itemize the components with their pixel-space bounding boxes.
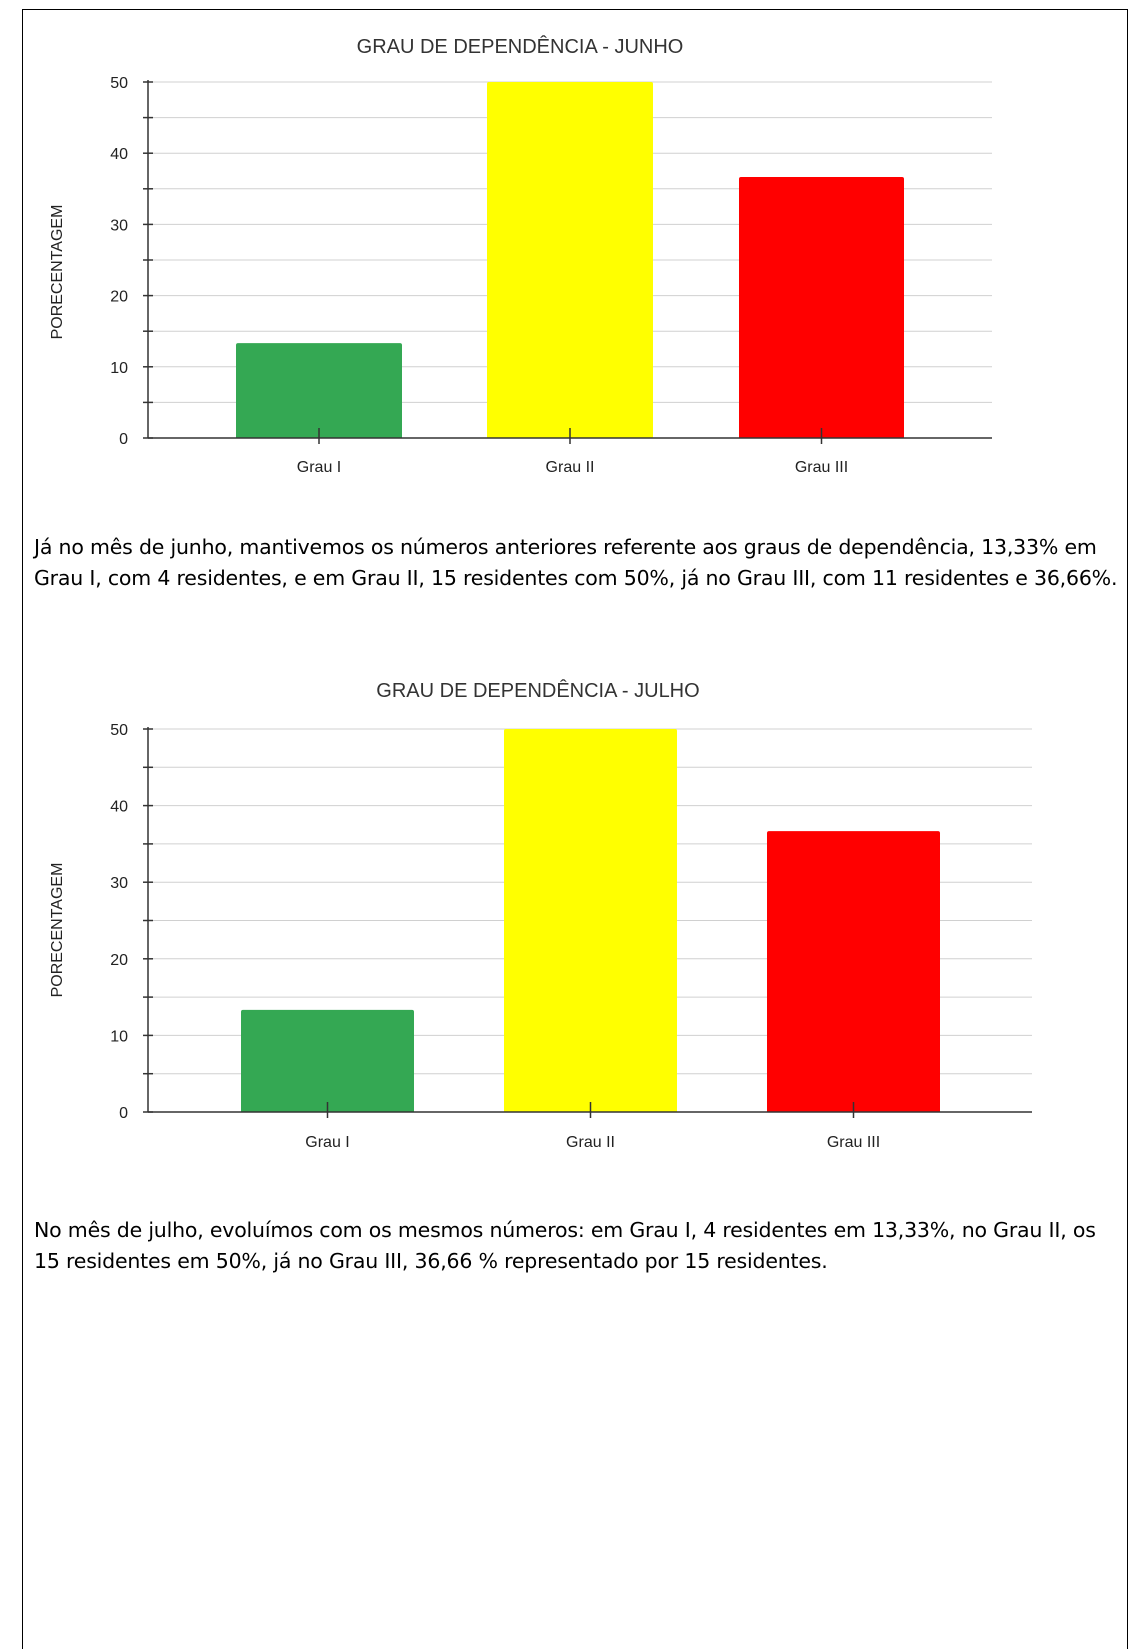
- y-tick-label: 0: [119, 431, 128, 448]
- y-axis-label: PORECENTAGEM: [49, 863, 66, 998]
- y-tick-label: 50: [110, 722, 128, 739]
- x-tick-label: Grau II: [546, 459, 595, 476]
- bar-grau-iii: [739, 176, 904, 438]
- bar-grau-ii: [487, 82, 653, 438]
- y-tick-label: 30: [110, 217, 128, 234]
- paragraph-junho: Já no mês de junho, mantivemos os número…: [34, 535, 1118, 590]
- x-tick-label: Grau III: [827, 1134, 880, 1151]
- y-tick-label: 40: [110, 146, 128, 163]
- y-axis-label: PORECENTAGEM: [49, 205, 66, 340]
- x-tick-label: Grau I: [305, 1134, 349, 1151]
- y-tick-label: 10: [110, 360, 128, 377]
- y-tick-label: 30: [110, 875, 128, 892]
- y-tick-label: 0: [119, 1105, 128, 1122]
- bar-grau-iii: [767, 831, 940, 1112]
- y-tick-label: 10: [110, 1028, 128, 1045]
- y-tick-label: 40: [110, 799, 128, 816]
- bar-grau-ii: [504, 729, 677, 1112]
- x-tick-label: Grau II: [566, 1134, 615, 1151]
- chart-title: GRAU DE DEPENDÊNCIA - JUNHO: [357, 35, 684, 58]
- y-tick-label: 20: [110, 952, 128, 969]
- x-tick-label: Grau I: [297, 459, 341, 476]
- bar-grau-i: [241, 1009, 414, 1112]
- paragraph-julho: No mês de julho, evoluímos com os mesmos…: [34, 1218, 1096, 1273]
- chart-title: GRAU DE DEPENDÊNCIA - JULHO: [376, 679, 699, 702]
- y-tick-label: 20: [110, 289, 128, 306]
- x-tick-label: Grau III: [795, 459, 848, 476]
- bar-grau-i: [236, 343, 402, 438]
- y-tick-label: 50: [110, 75, 128, 92]
- document-frame: [22, 9, 1128, 1649]
